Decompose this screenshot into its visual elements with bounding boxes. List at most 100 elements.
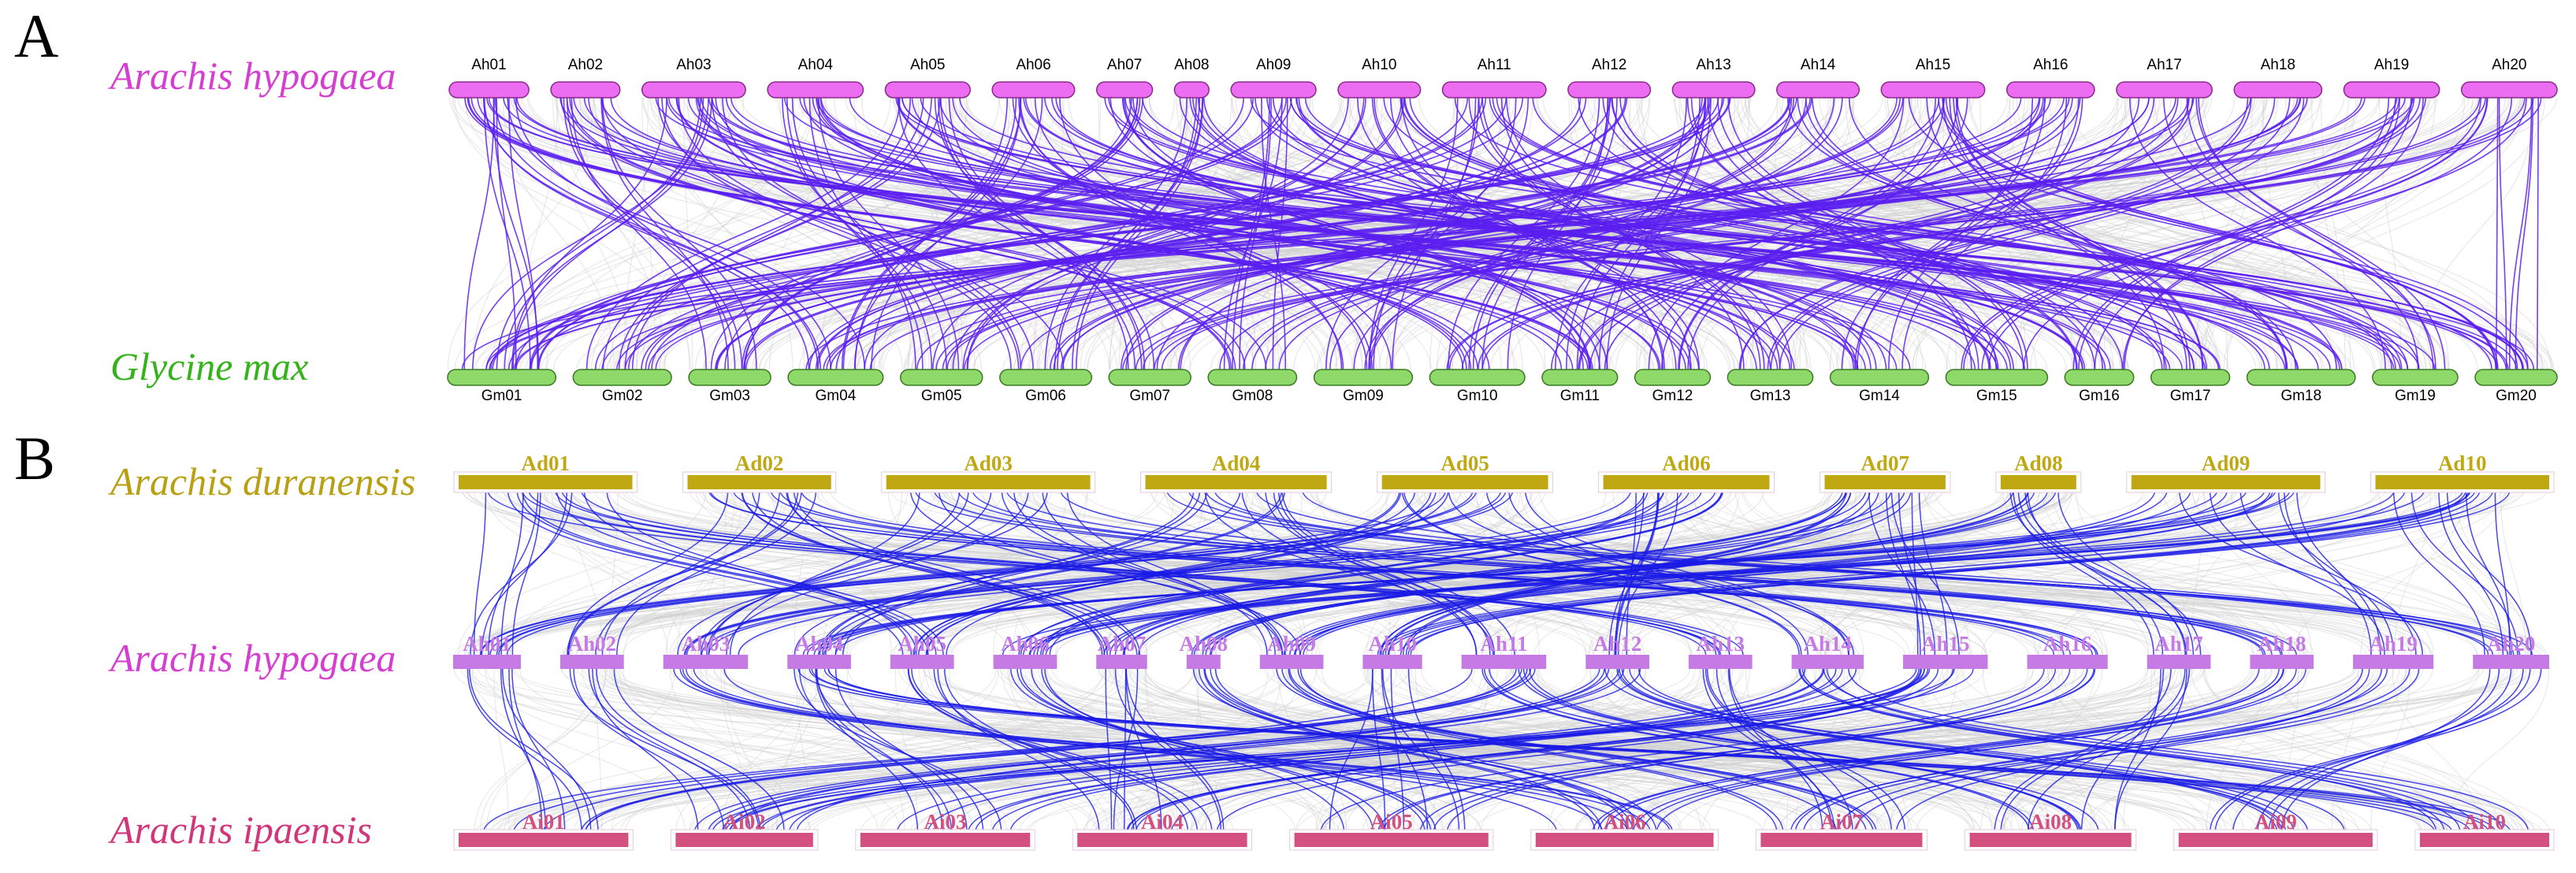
a-top-chromosome-bar-ah05	[884, 81, 971, 98]
a-bottom-chromosome-bar-gm09	[1313, 369, 1414, 386]
a-bottom-chromosome-label-gm05: Gm05	[921, 388, 962, 404]
a-bottom-chromosome-label-gm02: Gm02	[602, 388, 643, 404]
b-top-chromosome-label-ad03: Ad03	[964, 451, 1013, 475]
upper-synteny-link-19	[1868, 489, 1936, 656]
b-middle-chromosome-bar-ah12	[1585, 655, 1649, 669]
b-bottom-chromosome-label-ai08: Ai08	[2029, 810, 2072, 834]
b-top-chromosome-label-ad05: Ad05	[1440, 451, 1489, 475]
upper-synteny-link-22	[2057, 489, 2195, 656]
b-middle-chromosome-label-ah03: Ah03	[682, 632, 730, 656]
a-bottom-chromosome-bar-gm04	[787, 369, 884, 386]
panel-b-top-chromosomes: Ad01 Ad02 Ad03 Ad04 Ad05 Ad06 Ad07 Ad08 Ad09 Ad10	[453, 451, 2555, 493]
b-top-chromosome-bar-ad04	[1145, 475, 1327, 489]
panel-b-species-top: Arachis duranensis	[108, 459, 416, 503]
b-bottom-chromosome-bar-ai04	[1077, 833, 1247, 847]
a-top-chromosome-label-ah18: Ah18	[2261, 57, 2295, 73]
lower-synteny-link-1	[588, 668, 751, 834]
a-bottom-chromosome-bar-gm19	[2372, 369, 2459, 386]
b-middle-chromosome-bar-ah10	[1362, 655, 1422, 669]
b-middle-chromosome-label-ah17: Ah17	[2154, 632, 2203, 656]
b-middle-chromosome-label-ah11: Ah11	[1480, 632, 1527, 656]
b-middle-chromosome-bar-ah17	[2147, 655, 2211, 669]
panel-a-species-top: Arachis hypogaea	[108, 54, 396, 98]
b-top-chromosome-label-ad07: Ad07	[1860, 451, 1909, 475]
b-middle-chromosome-bar-ah14	[1791, 655, 1864, 669]
a-top-chromosome-label-ah20: Ah20	[2492, 57, 2526, 73]
upper-synteny-link-10	[1281, 489, 1515, 656]
b-middle-chromosome-bar-ah01	[453, 655, 521, 669]
a-bottom-chromosome-label-gm03: Gm03	[709, 388, 750, 404]
b-middle-chromosome-label-ah15: Ah15	[1921, 632, 1970, 656]
a-bottom-chromosome-bar-gm20	[2474, 369, 2558, 386]
a-top-chromosome-label-ah19: Ah19	[2374, 57, 2409, 73]
b-middle-chromosome-label-ah05: Ah05	[898, 632, 946, 656]
panel-b-letter: B	[14, 424, 55, 492]
a-top-chromosome-label-ah06: Ah06	[1016, 57, 1050, 73]
a-bottom-chromosome-label-gm06: Gm06	[1025, 388, 1066, 404]
b-bottom-chromosome-bar-ai10	[2419, 833, 2549, 847]
b-bottom-chromosome-bar-ai06	[1535, 833, 1714, 847]
a-top-chromosome-label-ah17: Ah17	[2147, 57, 2181, 73]
a-top-chromosome-bar-ah18	[2233, 81, 2323, 98]
b-bottom-chromosome-bar-ai09	[2178, 833, 2373, 847]
b-bottom-chromosome-label-ai06: Ai06	[1604, 810, 1646, 834]
a-bottom-chromosome-bar-gm17	[2150, 369, 2231, 386]
b-bottom-chromosome-bar-ai08	[1969, 833, 2132, 847]
a-bottom-chromosome-bar-gm08	[1207, 369, 1298, 386]
b-middle-chromosome-label-ah01: Ah01	[463, 632, 511, 656]
b-bottom-chromosome-bar-ai02	[675, 833, 813, 847]
a-bottom-chromosome-label-gm13: Gm13	[1750, 388, 1791, 404]
lower-synteny-link-6	[1276, 668, 1868, 834]
lower-synteny-link-2	[794, 668, 1002, 834]
a-top-chromosome-label-ah13: Ah13	[1696, 57, 1730, 73]
b-middle-chromosome-label-ah14: Ah14	[1804, 632, 1853, 656]
a-bottom-chromosome-bar-gm16	[2064, 369, 2135, 386]
a-bottom-chromosome-label-gm04: Gm04	[816, 388, 857, 404]
a-top-chromosome-label-ah09: Ah09	[1256, 57, 1291, 73]
b-middle-chromosome-bar-ah20	[2473, 655, 2549, 669]
panel-a: A Arachis hypogaea Glycine max Ah01 Ah02 A…	[14, 2, 2558, 404]
a-top-chromosome-label-ah07: Ah07	[1107, 57, 1142, 73]
a-bottom-chromosome-bar-gm05	[899, 369, 983, 386]
b-middle-chromosome-label-ah09: Ah09	[1267, 632, 1316, 656]
b-middle-chromosome-label-ah16: Ah16	[2043, 632, 2092, 656]
a-top-chromosome-label-ah16: Ah16	[2033, 57, 2068, 73]
a-top-chromosome-label-ah11: Ah11	[1478, 57, 1511, 73]
synteny-link-53	[1243, 97, 2041, 370]
a-bottom-chromosome-label-gm09: Gm09	[1343, 388, 1384, 404]
a-bottom-chromosome-bar-gm15	[1945, 369, 2049, 386]
a-top-chromosome-bar-ah03	[641, 81, 746, 98]
a-top-chromosome-bar-ah14	[1776, 81, 1860, 98]
lower-synteny-link-22	[2000, 668, 2186, 834]
synteny-link-27	[515, 97, 1287, 370]
synteny-link-49	[1648, 97, 1905, 370]
b-top-chromosome-bar-ad02	[687, 475, 831, 489]
b-bottom-chromosome-label-ai05: Ai05	[1370, 810, 1413, 834]
a-top-chromosome-bar-ah13	[1671, 81, 1756, 98]
synteny-link-65	[2537, 97, 2539, 370]
panel-a-syntenic-links	[461, 97, 2542, 370]
b-middle-chromosome-label-ah18: Ah18	[2258, 632, 2307, 656]
b-top-chromosome-bar-ad09	[2131, 475, 2321, 489]
b-middle-chromosome-label-ah20: Ah20	[2487, 632, 2536, 656]
a-top-chromosome-bar-ah10	[1337, 81, 1422, 98]
a-top-chromosome-label-ah02: Ah02	[568, 57, 603, 73]
a-top-chromosome-label-ah05: Ah05	[910, 57, 945, 73]
a-top-chromosome-bar-ah01	[448, 81, 530, 98]
a-top-chromosome-label-ah04: Ah04	[798, 57, 834, 73]
lower-synteny-link-21	[1727, 668, 1823, 834]
b-bottom-chromosome-label-ai07: Ai07	[1820, 810, 1863, 834]
lower-synteny-link-0	[467, 668, 582, 834]
b-middle-chromosome-bar-ah02	[560, 655, 624, 669]
b-middle-chromosome-label-ah13: Ah13	[1697, 632, 1745, 656]
b-top-chromosome-bar-ad03	[886, 475, 1091, 489]
synteny-link-24	[1142, 97, 2343, 370]
a-bottom-chromosome-bar-gm06	[999, 369, 1093, 386]
b-middle-chromosome-bar-ah09	[1259, 655, 1324, 669]
b-middle-chromosome-bar-ah15	[1903, 655, 1988, 669]
b-middle-chromosome-bar-ah03	[663, 655, 749, 669]
panel-b-middle-chromosomes: Ah01 Ah02 Ah03 Ah04 Ah05 Ah06 Ah07 Ah08 Ah09 Ah10…	[453, 632, 2549, 669]
synteny-link-4	[601, 97, 757, 370]
b-top-chromosome-label-ad08: Ad08	[2014, 451, 2063, 475]
